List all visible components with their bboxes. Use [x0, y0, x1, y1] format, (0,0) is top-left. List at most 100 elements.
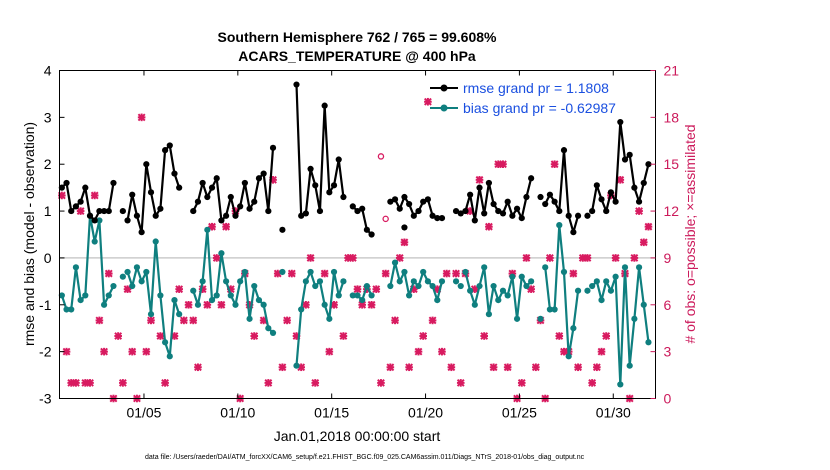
rmse-point: [593, 182, 600, 189]
bias-point: [68, 306, 75, 313]
obs-assimilated-marker: [456, 378, 465, 387]
bias-point: [82, 292, 89, 299]
obs-assimilated-marker: [597, 347, 606, 356]
bias-point: [119, 273, 126, 280]
y-right-tick-label: 15: [664, 156, 680, 172]
obs-assimilated-marker: [142, 347, 151, 356]
bias-point: [593, 278, 600, 285]
obs-assimilated-marker: [503, 363, 512, 372]
obs-assimilated-marker: [386, 363, 395, 372]
rmse-point: [91, 217, 98, 224]
legend: rmse grand pr = 1.1808 bias grand pr = -…: [430, 80, 616, 116]
obs-assimilated-marker: [301, 300, 310, 309]
bias-point: [476, 282, 483, 290]
obs-assimilated-marker: [372, 285, 381, 294]
obs-assimilated-marker: [161, 378, 169, 387]
rmse-point: [349, 203, 356, 210]
bias-point: [340, 278, 347, 285]
bias-point: [452, 278, 460, 285]
y-left-ticks-group: -3 -2 -1 0 1 2 3 4: [39, 63, 65, 407]
bias-point: [645, 339, 652, 346]
rmse-point: [86, 212, 94, 219]
bias-point: [227, 292, 234, 299]
y-left-tick-label: -2: [39, 344, 52, 360]
obs-assimilated-marker: [391, 316, 399, 325]
rmse-point: [326, 189, 333, 196]
bias-point: [72, 264, 80, 271]
rmse-point: [415, 207, 422, 215]
rmse-point: [640, 179, 647, 187]
rmse-point: [293, 81, 300, 88]
bias-point: [621, 264, 629, 271]
y-left-tick-label: 3: [44, 109, 52, 125]
rmse-point: [617, 118, 624, 126]
bias-point: [302, 278, 309, 285]
obs-possible-marker: [382, 215, 389, 223]
rmse-point: [110, 179, 117, 187]
rmse-point: [307, 165, 314, 172]
bias-point: [208, 297, 216, 304]
rmse-point: [157, 205, 164, 212]
rmse-point: [312, 182, 319, 189]
plot-area: [59, 70, 656, 399]
obs-assimilated-marker: [447, 363, 456, 372]
bias-point: [363, 282, 370, 290]
obs-assimilated-marker: [583, 254, 592, 262]
bias-point: [574, 287, 582, 294]
obs-assimilated-marker: [311, 378, 320, 387]
obs-assimilated-marker: [531, 363, 540, 372]
obs-assimilated-marker: [588, 378, 597, 387]
y-right-tick-label: 18: [664, 109, 680, 125]
bias-point: [100, 301, 108, 308]
obs-assimilated-marker: [442, 269, 451, 278]
bias-point: [171, 297, 178, 304]
rmse-point: [589, 207, 596, 215]
obs-assimilated-marker: [419, 332, 428, 340]
bias-point: [528, 278, 535, 285]
bias-point: [255, 297, 263, 304]
rmse-point: [542, 200, 549, 208]
obs-assimilated-marker: [499, 160, 507, 169]
bias-point: [546, 306, 554, 313]
bias-point: [316, 278, 324, 285]
bias-point: [556, 222, 563, 229]
bias-series-group: [58, 212, 652, 388]
rmse-point: [621, 156, 629, 163]
rmse-point: [523, 193, 530, 201]
rmse-point: [340, 193, 347, 201]
obs-assimilated-marker: [555, 332, 564, 340]
bias-point: [147, 311, 155, 318]
obs-assimilated-marker: [414, 347, 423, 356]
x-tick-label: 01/25: [502, 405, 537, 421]
rmse-point: [82, 184, 89, 191]
rmse-point: [152, 212, 159, 219]
obs-assimilated-marker: [203, 300, 212, 309]
rmse-point: [495, 207, 502, 215]
rmse-point: [401, 224, 408, 231]
y-right-tick-label: 3: [664, 344, 672, 360]
obs-assimilated-marker: [630, 254, 639, 262]
obs-assimilated-marker: [100, 347, 108, 356]
bias-point: [190, 287, 197, 294]
rmse-point: [485, 179, 493, 187]
bias-point: [194, 301, 202, 308]
bias-point: [635, 264, 643, 271]
bias-point: [96, 217, 103, 224]
rmse-point: [330, 182, 338, 189]
rmse-point: [537, 193, 544, 201]
rmse-point: [77, 198, 84, 205]
rmse-point: [241, 179, 248, 187]
bias-point: [462, 268, 469, 276]
y-right-tick-label: 12: [664, 203, 680, 219]
y-right-tick-label: 0: [664, 391, 672, 407]
y-axis-label-left: rmse and bias (model - observation): [21, 122, 37, 346]
rmse-point: [204, 193, 211, 201]
obs-assimilated-marker: [405, 363, 414, 372]
rmse-point: [255, 175, 263, 182]
bias-point: [105, 292, 112, 299]
bias-point: [415, 282, 422, 290]
obs-assimilated-marker: [348, 254, 357, 262]
obs-assimilated-marker: [635, 207, 643, 215]
rmse-point: [457, 210, 464, 217]
obs-possible-marker: [377, 153, 385, 160]
